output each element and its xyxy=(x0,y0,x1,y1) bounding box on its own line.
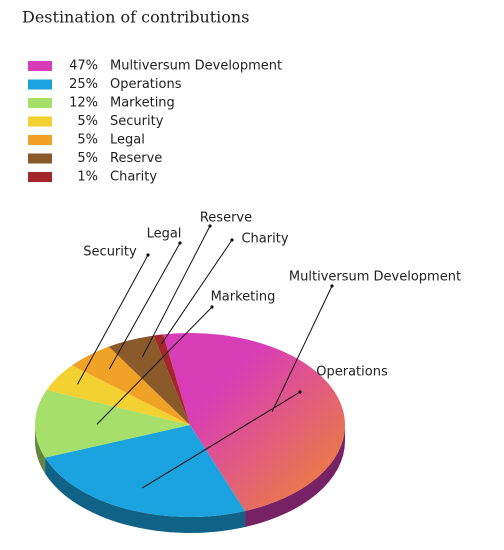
callout-label: Multiversum Development xyxy=(289,270,461,285)
callout-dot xyxy=(210,305,214,309)
callout-label: Marketing xyxy=(211,290,276,305)
legend-label: Operations xyxy=(110,77,182,92)
slice xyxy=(45,425,246,517)
slice-side xyxy=(45,457,246,533)
legend-label: Multiversum Development xyxy=(110,59,282,74)
legend-value: 47% xyxy=(69,59,98,74)
callout-dot xyxy=(178,241,182,245)
legend-value: 5% xyxy=(77,151,98,166)
legend-swatch xyxy=(28,61,52,71)
callout-dot xyxy=(330,284,334,288)
legend-swatch xyxy=(28,153,52,164)
callout-line xyxy=(271,285,333,412)
callout-line xyxy=(142,391,301,489)
slice xyxy=(46,365,190,425)
chart-title: Destination of contributions xyxy=(22,8,249,27)
legend-swatch xyxy=(28,116,52,127)
legend-swatch xyxy=(28,79,52,90)
legend-swatch xyxy=(28,135,52,145)
slice xyxy=(108,335,190,425)
callout-label: Charity xyxy=(241,232,288,247)
slice xyxy=(163,332,345,512)
callout-dot xyxy=(146,253,150,257)
legend-label: Reserve xyxy=(110,151,162,166)
slice xyxy=(35,389,190,458)
legend-value: 5% xyxy=(77,133,98,148)
callout-line xyxy=(161,239,233,345)
legend-label: Marketing xyxy=(110,96,175,111)
callout-dot xyxy=(298,390,302,394)
callout-dot xyxy=(230,238,234,242)
legend-label: Security xyxy=(110,114,164,129)
legend-value: 1% xyxy=(77,170,98,185)
callout-label: Reserve xyxy=(200,211,252,226)
legend-swatch xyxy=(28,172,52,182)
legend-label: Charity xyxy=(110,170,157,185)
callout-label: Operations xyxy=(316,365,388,380)
callout-line xyxy=(96,306,213,425)
legend-value: 12% xyxy=(69,96,98,111)
legend-value: 5% xyxy=(77,114,98,129)
slice xyxy=(71,346,190,425)
slice-side xyxy=(245,425,345,528)
callout-line xyxy=(108,242,181,370)
callout-label: Legal xyxy=(147,227,182,242)
legend-swatch xyxy=(28,98,52,108)
legend-label: Legal xyxy=(110,133,145,148)
callout-line xyxy=(77,254,149,385)
callout-line xyxy=(141,225,211,358)
callout-dot xyxy=(208,224,212,228)
legend-value: 25% xyxy=(69,77,98,92)
slice-side xyxy=(35,425,46,474)
callout-label: Security xyxy=(83,245,137,260)
